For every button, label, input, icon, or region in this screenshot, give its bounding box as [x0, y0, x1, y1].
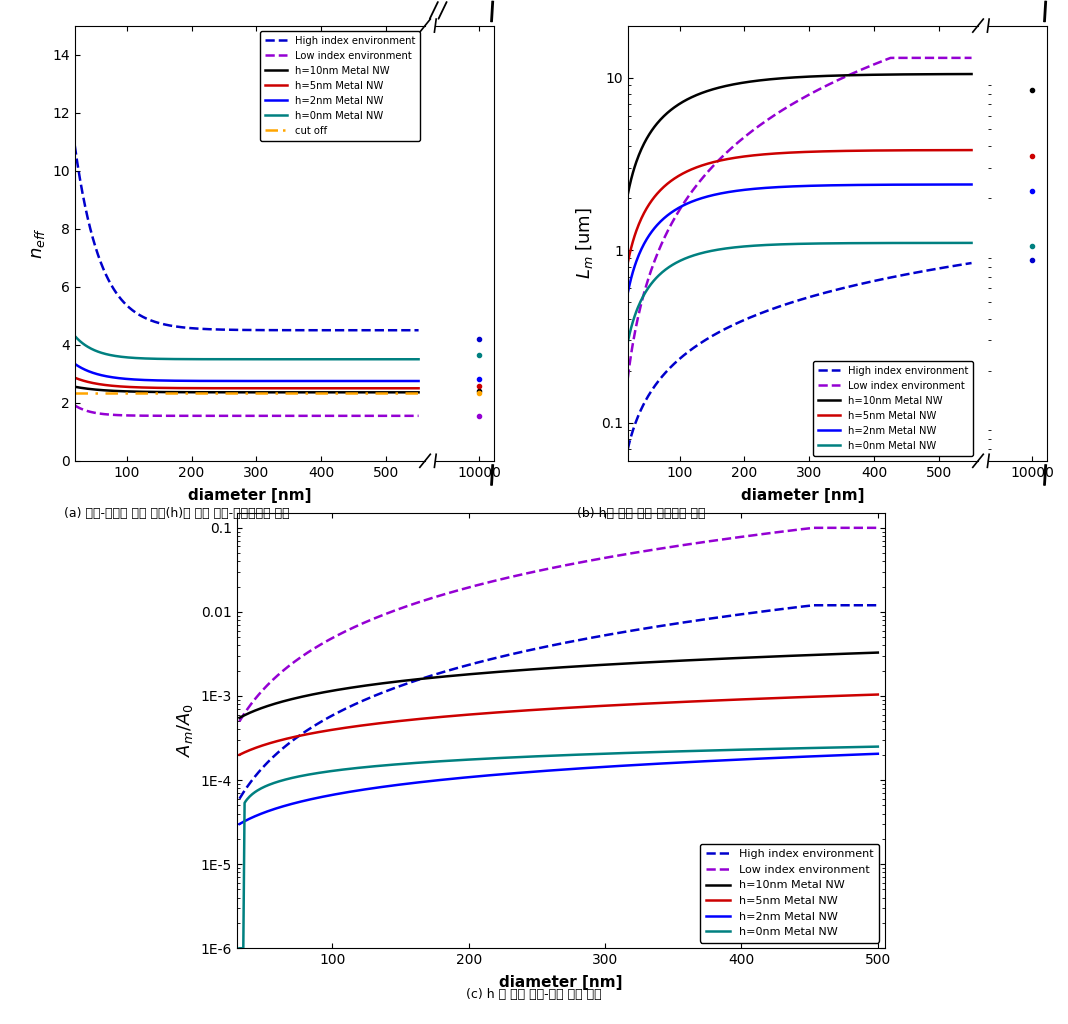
X-axis label: diameter [nm]: diameter [nm] — [499, 976, 623, 990]
X-axis label: diameter [nm]: diameter [nm] — [741, 488, 865, 503]
Y-axis label: $A_m/A_0$: $A_m/A_0$ — [175, 703, 195, 758]
Y-axis label: $\mathit{n_{eff}}$: $\mathit{n_{eff}}$ — [29, 227, 47, 259]
Y-axis label: $L_m$ [um]: $L_m$ [um] — [575, 207, 595, 280]
Legend: High index environment, Low index environment, h=10nm Metal NW, h=5nm Metal NW, : High index environment, Low index enviro… — [260, 31, 420, 140]
Legend: High index environment, Low index environment, h=10nm Metal NW, h=5nm Metal NW, : High index environment, Low index enviro… — [813, 360, 973, 456]
Text: (b) h에 대한 지름-전파거리 변화: (b) h에 대한 지름-전파거리 변화 — [577, 507, 705, 520]
X-axis label: diameter [nm]: diameter [nm] — [188, 488, 312, 503]
Legend: High index environment, Low index environment, h=10nm Metal NW, h=5nm Metal NW, : High index environment, Low index enviro… — [700, 844, 879, 943]
Text: (c) h 에 따른 지름-모드 크기 변화: (c) h 에 따른 지름-모드 크기 변화 — [467, 988, 601, 1001]
Text: (a) 금속-유전체 간의 거리(h)에 대한 지름-유효굴절률 변화: (a) 금속-유전체 간의 거리(h)에 대한 지름-유효굴절률 변화 — [64, 507, 289, 520]
